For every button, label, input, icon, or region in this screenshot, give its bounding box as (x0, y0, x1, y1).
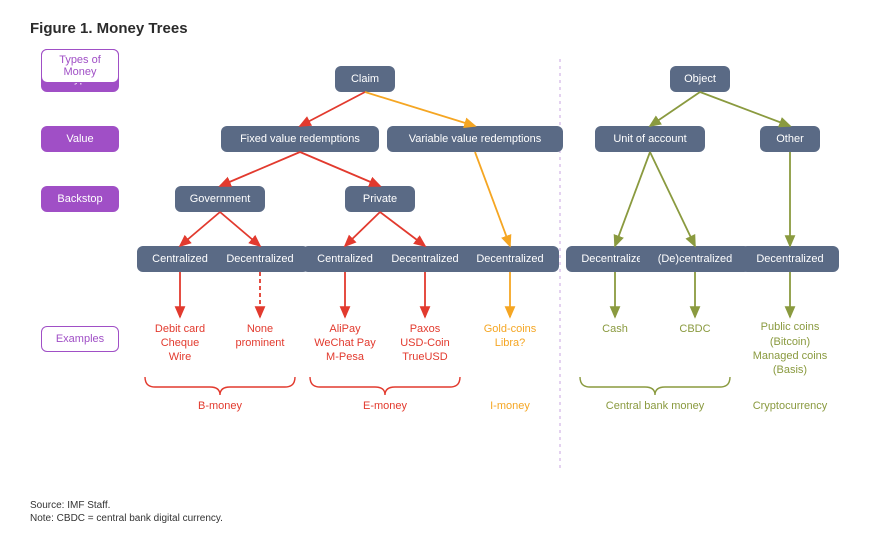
type-b-money: B-money (198, 400, 242, 412)
money-tree-diagram: TypeValueBackstopTechnologyExamplesTypes… (30, 49, 850, 489)
footnote-source: Source: IMF Staff. (30, 499, 851, 512)
ex-gov-dec: Noneprominent (236, 322, 285, 351)
node-unit: Unit of account (595, 126, 705, 152)
type-e-money: E-money (363, 400, 407, 412)
row-label-typesOfMoney: Types ofMoney (41, 49, 119, 83)
node-variable: Variable value redemptions (387, 126, 563, 152)
type-cbm: Central bank money (606, 400, 704, 412)
row-label-backstop: Backstop (41, 186, 119, 212)
ex-var-dec: Gold-coinsLibra? (484, 322, 537, 351)
figure-title: Figure 1. Money Trees (30, 20, 851, 37)
ex-priv-cen: AliPayWeChat PayM-Pesa (314, 322, 376, 365)
type-i-money: I-money (490, 400, 530, 412)
node-var-dec: Decentralized (461, 246, 559, 272)
node-other: Other (760, 126, 820, 152)
type-crypto: Cryptocurrency (753, 400, 828, 412)
footnote: Source: IMF Staff. Note: CBDC = central … (30, 499, 851, 525)
ex-unit-dec: Cash (602, 322, 628, 336)
node-gov-dec: Decentralized (211, 246, 309, 272)
ex-gov-cen: Debit cardChequeWire (155, 322, 205, 365)
node-gov: Government (175, 186, 265, 212)
row-label-examples: Examples (41, 326, 119, 352)
node-fixed: Fixed value redemptions (221, 126, 379, 152)
node-priv-dec: Decentralized (376, 246, 474, 272)
node-claim: Claim (335, 66, 395, 92)
ex-other-dec: Public coins(Bitcoin)Managed coins(Basis… (753, 320, 828, 377)
node-other-dec: Decentralized (741, 246, 839, 272)
node-unit-cen: (De)centralized (640, 246, 750, 272)
node-priv: Private (345, 186, 415, 212)
ex-unit-cen: CBDC (679, 322, 710, 336)
node-object: Object (670, 66, 730, 92)
ex-priv-dec: PaxosUSD-CoinTrueUSD (400, 322, 450, 365)
row-label-value: Value (41, 126, 119, 152)
